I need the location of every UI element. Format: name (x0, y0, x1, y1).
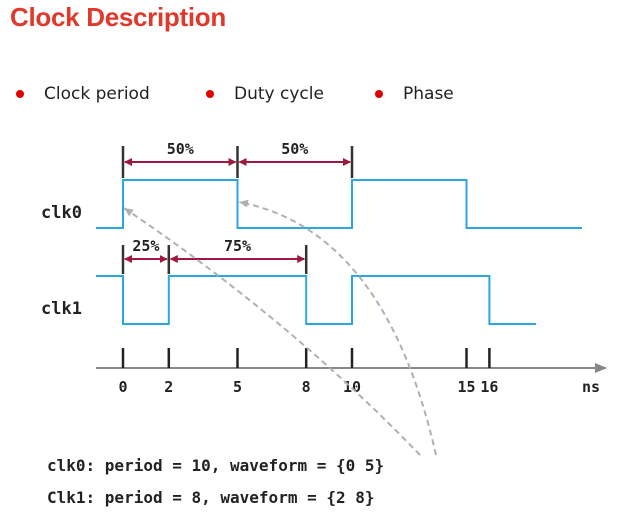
bullet-clock-period: Clock period (16, 84, 150, 104)
time-axis-ticks: 0 2 5 8 10 15 16 (118, 348, 498, 396)
bullet-phase: Phase (375, 84, 454, 104)
bullet-duty-cycle: Duty cycle (206, 84, 324, 104)
duty-label-clk0-0: 50% (167, 140, 194, 158)
axis-tick-label-2: 2 (164, 378, 173, 396)
axis-tick-label-8: 8 (302, 378, 311, 396)
bullet-dot-icon (206, 90, 214, 98)
time-axis-unit: ns (582, 378, 600, 396)
signal-label-clk0: clk0 (41, 203, 82, 223)
bullet-list: Clock period Duty cycle Phase (0, 84, 623, 110)
duty-label-clk1-2: 25% (132, 237, 159, 255)
duty-label-clk1-3: 75% (224, 237, 251, 255)
callout-curve-clk0-fall (238, 199, 437, 456)
bullet-dot-icon (16, 90, 24, 98)
axis-tick-label-5: 5 (233, 378, 242, 396)
code-line-clk1: Clk1: period = 8, waveform = {2 8} (47, 488, 375, 507)
bullet-label: Phase (403, 84, 454, 104)
axis-tick-label-10: 10 (343, 378, 361, 396)
axis-tick-label-15: 15 (457, 378, 475, 396)
axis-tick-label-0: 0 (118, 378, 127, 396)
bullet-label: Clock period (44, 84, 150, 104)
bullet-label: Duty cycle (234, 84, 324, 104)
duty-label-clk0-1: 50% (281, 140, 308, 158)
duty-cycle-annotations: 50% 50% 25% 75% (121, 140, 354, 274)
bullet-dot-icon (375, 90, 383, 98)
page-title: Clock Description (10, 2, 226, 32)
axis-tick-label-16: 16 (480, 378, 498, 396)
code-line-clk0: clk0: period = 10, waveform = {0 5} (47, 456, 385, 475)
waveform-clk1 (96, 275, 536, 325)
callout-curve-clk0-rise (123, 207, 421, 456)
signal-label-clk1: clk1 (41, 299, 82, 319)
waveform-clk0 (96, 179, 582, 229)
